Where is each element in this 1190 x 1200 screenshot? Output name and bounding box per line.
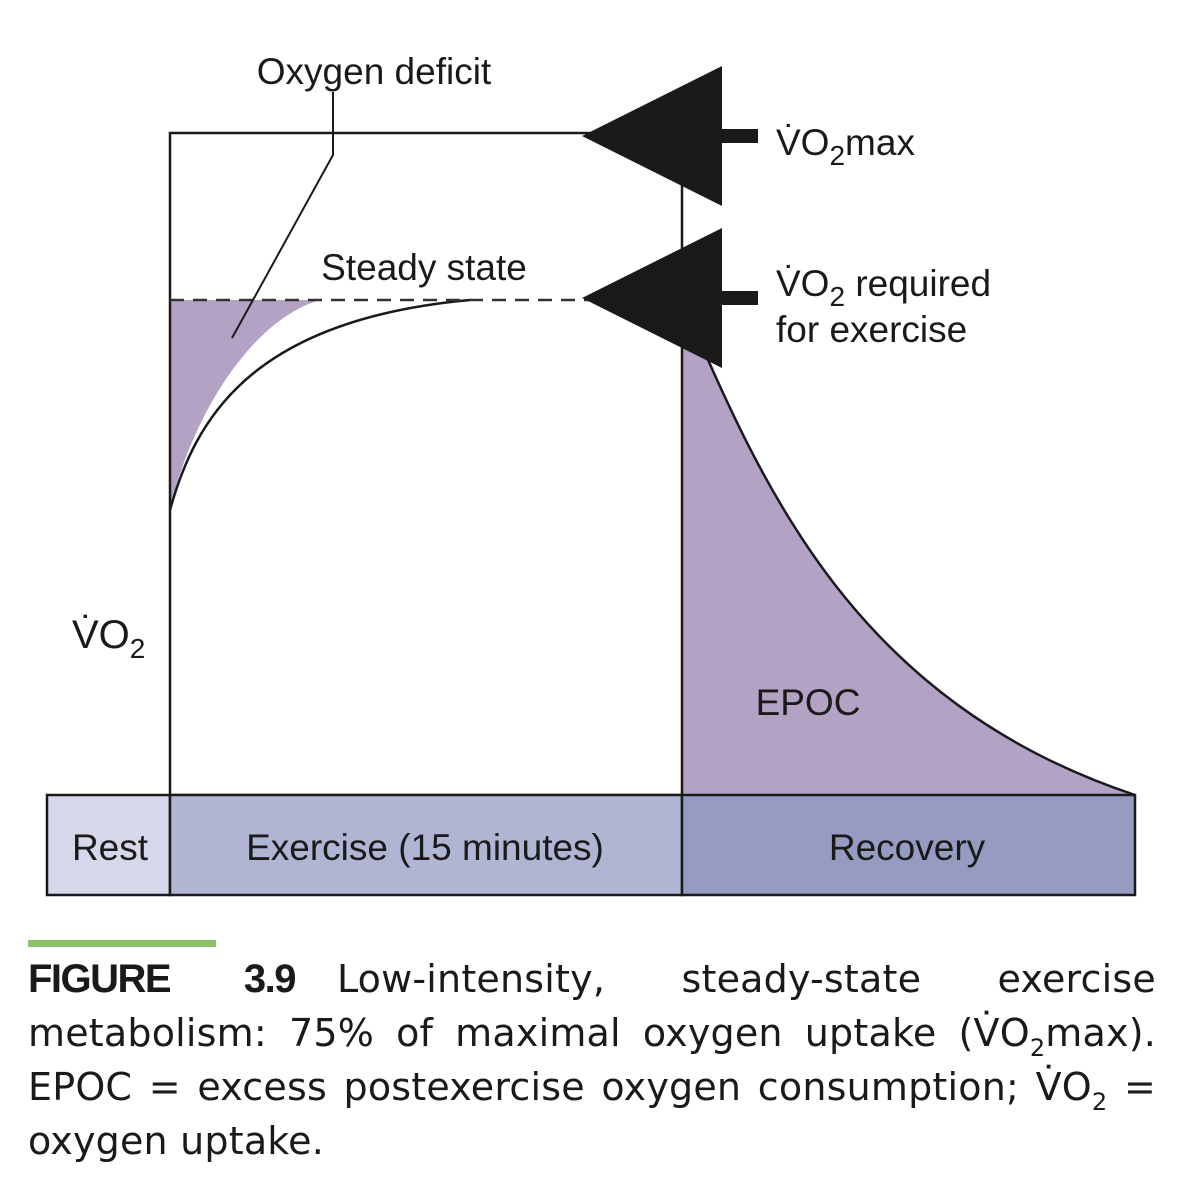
- caption-sub-2: 2: [1091, 1088, 1108, 1116]
- caption-vo2-1: V̇O: [973, 1011, 1030, 1055]
- caption-text-1: Low-intensity, steady-state exercise met…: [28, 957, 1156, 1055]
- caption-text-2: max). EPOC = excess postexercise oxygen …: [28, 1011, 1156, 1109]
- phase-label-recovery: Recovery: [829, 827, 986, 868]
- steady-state-label: Steady state: [321, 247, 527, 288]
- oxygen-deficit-label: Oxygen deficit: [257, 51, 492, 92]
- phase-bar-exercise: [168, 793, 684, 897]
- phase-bar-recovery: [680, 793, 1137, 897]
- oxygen-uptake-diagram: Rest Exercise (15 minutes) Recovery Oxyg…: [45, 51, 1137, 897]
- figure-number: FIGURE 3.9: [28, 957, 296, 1001]
- caption-vo2-2: V̇O: [1035, 1065, 1092, 1109]
- oxygen-deficit-area: [170, 300, 470, 510]
- vo2-required-label: V̇O2 required: [776, 263, 991, 312]
- figure-caption: FIGURE 3.9 Low-intensity, steady-state ex…: [28, 952, 1156, 1168]
- epoc-label: EPOC: [756, 682, 861, 723]
- caption-text-3: = oxygen uptake.: [28, 1065, 1156, 1163]
- caption-rule: [28, 940, 216, 947]
- vo2max-label: V̇O2max: [776, 122, 915, 171]
- caption-sub-1: 2: [1029, 1034, 1046, 1062]
- epoc-area: [682, 300, 1135, 795]
- oxygen-deficit-leader: [231, 92, 334, 339]
- vo2max-box: [168, 131, 684, 797]
- epoc-curve: [680, 299, 1136, 797]
- for-exercise-label: for exercise: [776, 309, 967, 350]
- phase-label-rest: Rest: [72, 827, 149, 868]
- y-axis-label: V̇O2: [72, 613, 145, 664]
- phase-label-exercise: Exercise (15 minutes): [246, 827, 604, 868]
- oxygen-deficit-curve: [168, 298, 471, 511]
